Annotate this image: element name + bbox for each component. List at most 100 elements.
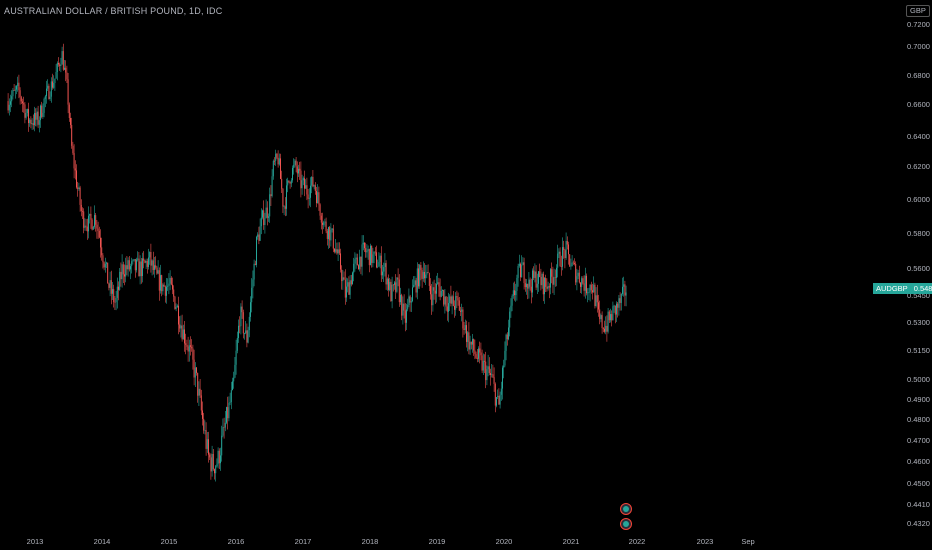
candle-body: [41, 105, 43, 117]
time-tick-label: Sep: [741, 537, 754, 546]
candle-body: [613, 305, 615, 307]
candle-body: [412, 287, 413, 302]
price-axis[interactable]: 0.7200 0.7000 0.6800 0.6600 0.6400 0.6200 0.60…: [907, 20, 930, 528]
candle-body: [382, 271, 383, 276]
candle-body: [516, 277, 518, 291]
candle-body: [625, 292, 627, 296]
candle-body: [404, 310, 406, 323]
price-tick-label: 0.4900: [907, 395, 930, 404]
candle-body: [434, 290, 436, 294]
price-tick-label: 0.5450: [907, 291, 930, 300]
candle-body: [456, 296, 458, 298]
candle-body: [350, 280, 352, 285]
candle-body: [356, 257, 358, 266]
candle-body: [256, 236, 257, 265]
candle-body: [127, 260, 129, 270]
candle-body: [137, 258, 139, 260]
candle-body: [564, 250, 566, 258]
candle-body: [29, 119, 31, 123]
candle-body: [437, 282, 439, 284]
candle-body: [473, 339, 475, 351]
earnings-marker-icon[interactable]: [620, 503, 632, 515]
candle-body: [385, 263, 387, 285]
candle-body: [82, 211, 83, 212]
candle-body: [46, 88, 47, 97]
candle-body: [152, 260, 154, 270]
candle-body: [86, 226, 88, 232]
candle-body: [120, 271, 122, 280]
price-tick-label: 0.4700: [907, 436, 930, 445]
candle-body: [247, 330, 249, 343]
candle-body: [118, 286, 119, 290]
candle-body: [377, 266, 379, 268]
candle-body: [109, 280, 111, 288]
price-tick-label: 0.7200: [907, 20, 930, 29]
candle-body: [80, 204, 82, 211]
candle-body: [78, 187, 80, 189]
candle-body: [202, 410, 203, 419]
candle-body: [84, 225, 86, 228]
candle-body: [155, 265, 157, 268]
candle-body: [103, 262, 105, 268]
candle-body: [212, 454, 214, 470]
candle-body: [545, 278, 547, 287]
candle-body: [301, 180, 303, 189]
candle-body: [511, 295, 513, 306]
candle-body: [326, 231, 328, 239]
candle-body: [330, 230, 332, 241]
candle-body: [352, 272, 353, 285]
dividend-marker-icon[interactable]: [620, 518, 632, 530]
time-tick-label: 2019: [429, 537, 446, 546]
candle-body: [556, 267, 557, 278]
candle-body: [192, 348, 194, 360]
candle-body: [160, 275, 161, 291]
candle-body: [79, 187, 81, 205]
candle-body: [47, 85, 49, 89]
candle-body: [335, 249, 337, 252]
candle-body: [136, 259, 137, 271]
candle-body: [462, 309, 464, 329]
candle-body: [300, 170, 302, 189]
currency-label[interactable]: GBP: [906, 5, 930, 17]
candle-body: [187, 346, 189, 352]
candle-body: [115, 297, 117, 303]
candle-body: [586, 275, 587, 294]
time-tick-label: 2020: [496, 537, 513, 546]
candle-body: [402, 303, 404, 316]
candle-body: [223, 427, 225, 428]
candle-body: [198, 388, 200, 396]
candle-body: [590, 284, 592, 291]
candle-body: [290, 180, 292, 184]
candle-body: [48, 85, 50, 99]
candle-body: [283, 206, 285, 207]
candle-body: [494, 383, 496, 406]
candle-body: [337, 249, 339, 254]
candle-body: [218, 450, 220, 464]
candle-body: [188, 345, 190, 352]
time-axis[interactable]: 2013 2014 2015 2016 2017 2018 2019 2020 2021 2022…: [27, 537, 755, 546]
candle-body: [562, 247, 563, 267]
candle-body: [54, 78, 56, 83]
candle-body: [302, 178, 304, 181]
candle-body: [403, 303, 405, 311]
candle-body: [410, 301, 412, 303]
candle-body: [232, 381, 233, 391]
candle-body: [450, 296, 452, 304]
candle-body: [175, 307, 177, 309]
candle-body: [235, 350, 237, 365]
candle-body: [217, 450, 219, 465]
candle-body: [248, 316, 250, 331]
candle-body: [378, 261, 380, 267]
candle-body: [598, 302, 599, 310]
candle-body: [304, 178, 305, 189]
candle-body: [461, 309, 463, 312]
candle-body: [551, 269, 553, 277]
price-tag-value: 0.5489: [913, 284, 932, 293]
candle-body: [126, 265, 128, 270]
candle-body: [185, 343, 187, 345]
candle-body: [602, 328, 604, 329]
candle-body: [257, 234, 259, 237]
candle-body: [216, 464, 218, 467]
candle-body: [599, 309, 601, 320]
